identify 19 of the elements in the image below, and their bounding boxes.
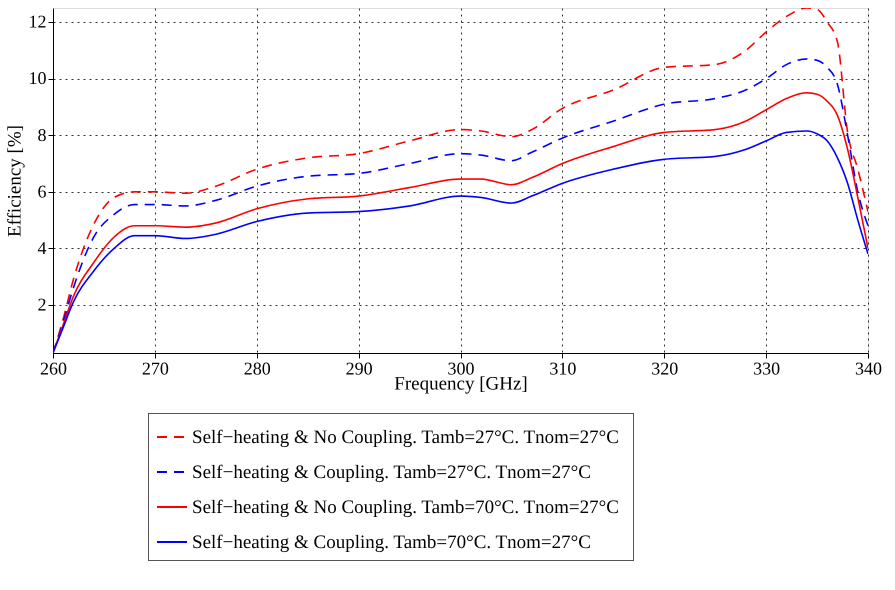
y-axis-title: Efficiency [%]: [4, 124, 26, 238]
legend-label: Self−heating & Coupling. Tamb=27°C. Tnom=27°C: [192, 462, 591, 483]
x-tick-label: 290: [346, 358, 373, 378]
x-tick-label: 320: [651, 358, 678, 378]
y-tick-label: 12: [28, 12, 46, 32]
legend-label: Self−heating & No Coupling. Tamb=27°C. Tnom=27°C: [192, 427, 619, 448]
x-tick-label: 340: [855, 358, 882, 378]
y-tick-label: 4: [38, 238, 46, 258]
legend-label: Self−heating & No Coupling. Tamb=70°C. Tnom=27°C: [192, 497, 619, 518]
y-tick-label: 6: [38, 181, 46, 202]
y-tick-label: 8: [38, 124, 46, 145]
legend-label: Self−heating & Coupling. Tamb=70°C. Tnom=27°C: [192, 532, 591, 553]
x-tick-label: 310: [549, 358, 576, 378]
x-tick-label: 270: [142, 358, 169, 378]
y-tick-label: 2: [38, 294, 46, 314]
x-tick-label: 280: [244, 358, 271, 378]
y-tick-label: 10: [28, 68, 46, 88]
x-tick-label: 260: [40, 358, 67, 378]
x-tick-label: 330: [753, 358, 780, 378]
